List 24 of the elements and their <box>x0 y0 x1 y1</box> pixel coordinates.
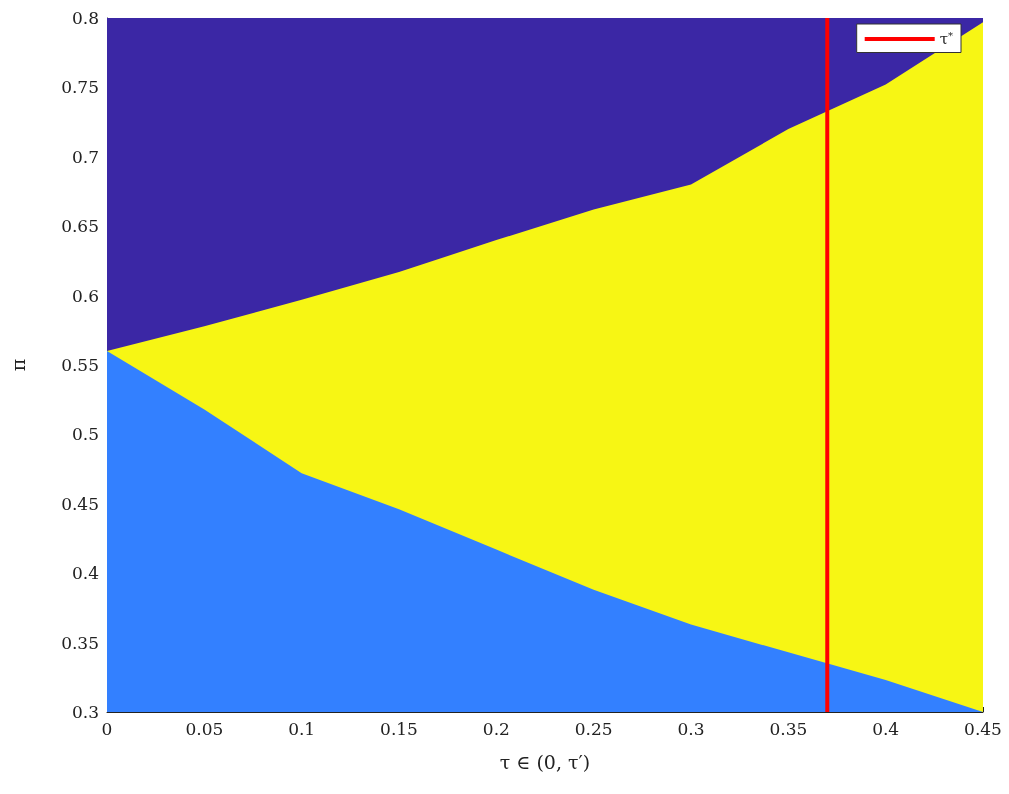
y-tick-label: 0.35 <box>61 632 99 653</box>
x-tick-label: 0.2 <box>482 718 510 739</box>
y-tick-label: 0.75 <box>61 77 99 98</box>
y-tick-label: 0.8 <box>71 8 99 28</box>
x-tick-label: 0 <box>101 718 113 739</box>
y-tick-label: 0.6 <box>71 285 99 306</box>
y-tick-label: 0.45 <box>61 493 99 514</box>
y-tick-label: 0.55 <box>61 355 99 375</box>
x-tick-label: 0.4 <box>872 718 900 739</box>
y-tick-label: 0.5 <box>71 424 99 445</box>
x-tick-label: 0.3 <box>677 718 705 739</box>
x-tick-label: 0.25 <box>574 718 613 739</box>
x-tick-label: 0.35 <box>769 718 808 739</box>
x-tick-label: 0.1 <box>288 718 316 739</box>
y-tick-label: 0.7 <box>71 146 99 167</box>
x-tick-label: 0.05 <box>185 718 224 739</box>
y-tick-label: 0.4 <box>71 563 99 584</box>
x-tick-label: 0.45 <box>964 718 1002 739</box>
y-tick-label: 0.65 <box>61 216 99 237</box>
legend-label: τ* <box>939 29 953 48</box>
y-tick-label: 0.3 <box>71 702 99 722</box>
y-axis-title: π <box>6 358 29 372</box>
x-axis-title: τ ∈ (0, τ′) <box>499 750 591 773</box>
x-tick-label: 0.15 <box>380 718 418 739</box>
